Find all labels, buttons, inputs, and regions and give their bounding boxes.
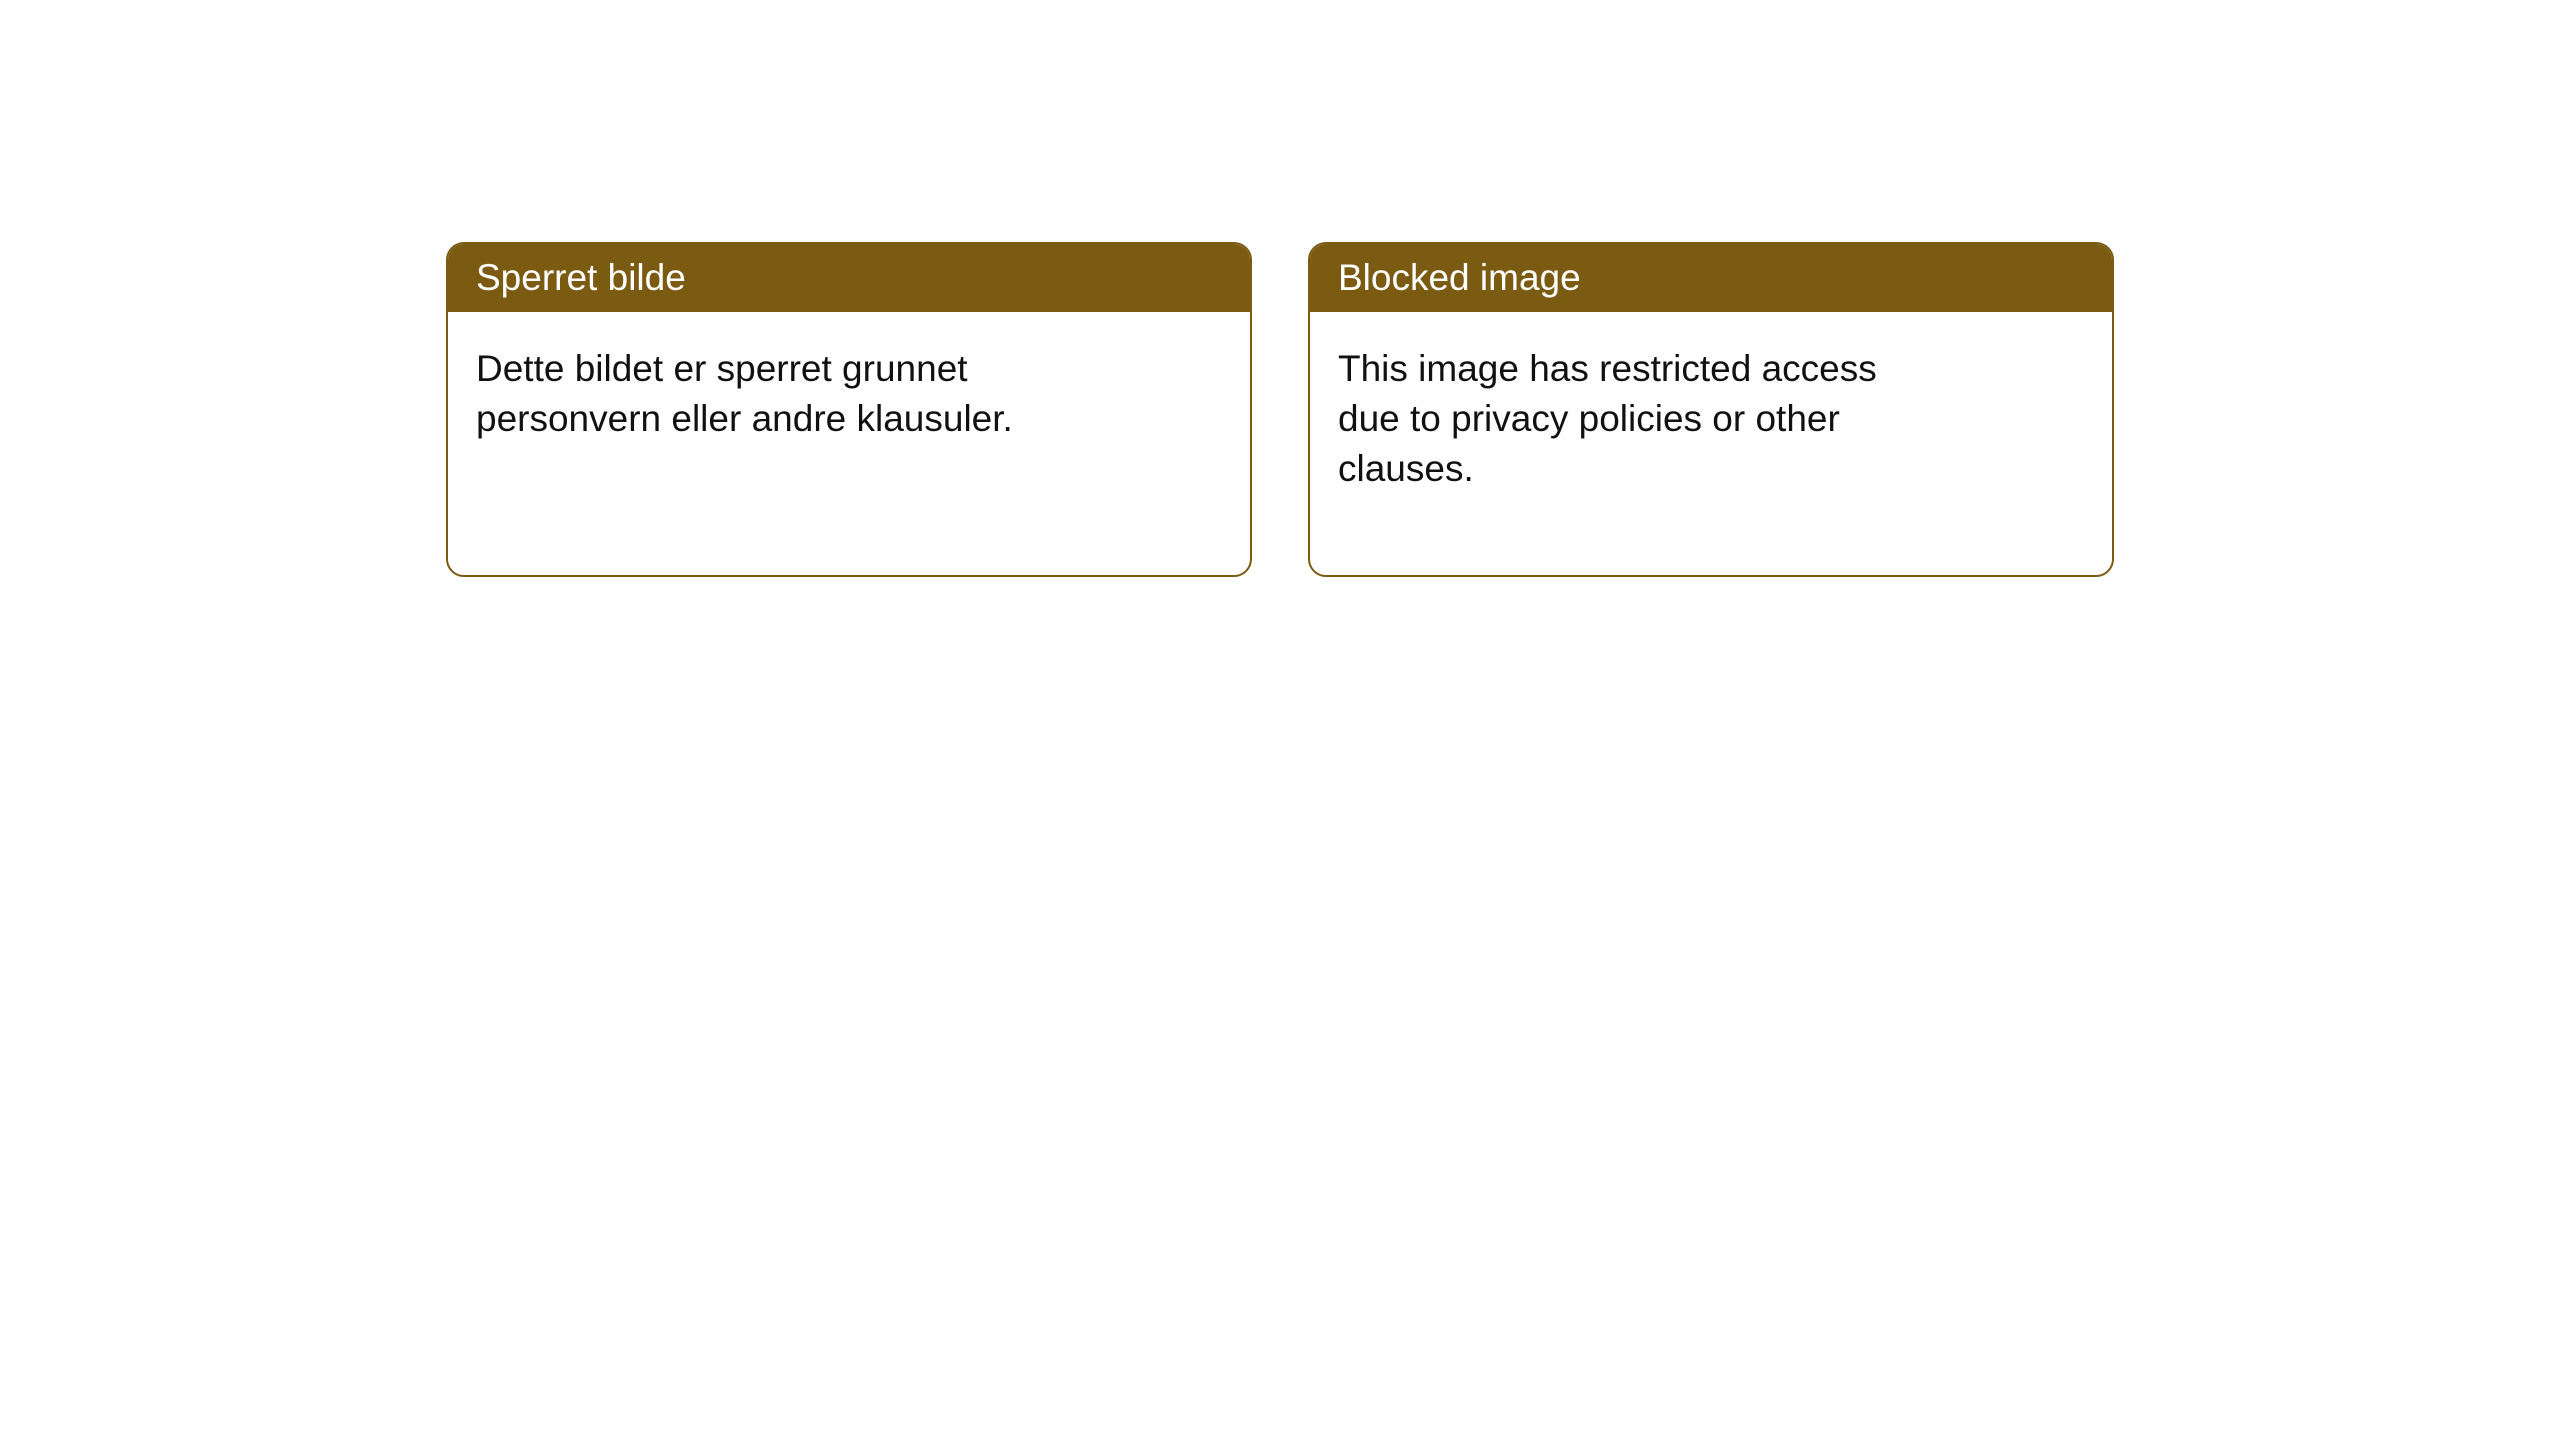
card-header: Sperret bilde — [448, 244, 1250, 312]
card-body: Dette bildet er sperret grunnet personve… — [448, 312, 1108, 476]
card-body-text: This image has restricted access due to … — [1338, 348, 1877, 489]
card-title: Blocked image — [1338, 257, 1581, 298]
blocked-image-card-norwegian: Sperret bilde Dette bildet er sperret gr… — [446, 242, 1252, 577]
blocked-image-card-english: Blocked image This image has restricted … — [1308, 242, 2114, 577]
blocked-image-notice-row: Sperret bilde Dette bildet er sperret gr… — [446, 242, 2114, 1440]
card-body: This image has restricted access due to … — [1310, 312, 1970, 526]
card-title: Sperret bilde — [476, 257, 686, 298]
card-header: Blocked image — [1310, 244, 2112, 312]
card-body-text: Dette bildet er sperret grunnet personve… — [476, 348, 1013, 439]
